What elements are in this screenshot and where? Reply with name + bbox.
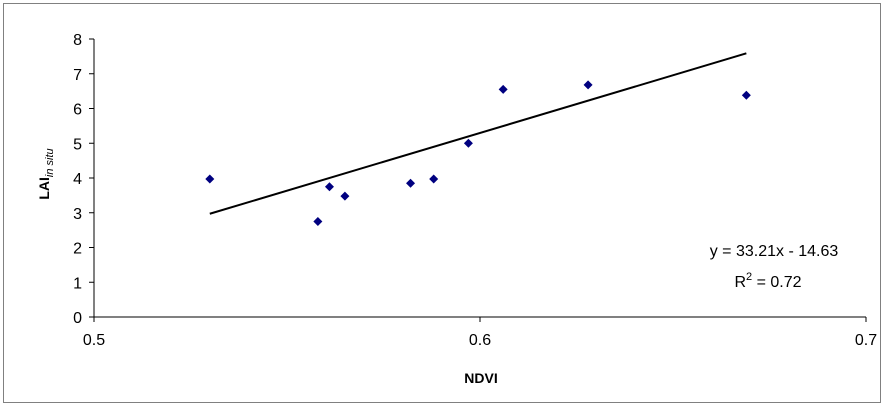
x-tick-label: 0.7 <box>855 332 877 349</box>
y-axis-title-main: LAI <box>36 177 52 200</box>
svg-text:LAIin situ: LAIin situ <box>36 148 56 199</box>
data-point <box>429 174 439 184</box>
scatter-chart: LAIin situ NDVI y = 33.21x - 14.63 R2 = … <box>36 32 877 386</box>
r-squared-label: R2 = 0.72 <box>734 271 801 291</box>
data-point <box>340 191 350 201</box>
y-tick-label: 5 <box>73 136 82 153</box>
data-point <box>741 90 751 100</box>
data-point <box>498 84 508 94</box>
y-tick-label: 6 <box>73 102 82 119</box>
data-point <box>463 138 473 148</box>
trendline <box>209 52 747 215</box>
data-point <box>406 178 416 188</box>
chart-frame: LAIin situ NDVI y = 33.21x - 14.63 R2 = … <box>3 3 881 403</box>
y-tick-label: 8 <box>73 32 82 49</box>
data-point <box>324 182 334 192</box>
trendline-label: y = 33.21x - 14.63 R2 = 0.72 <box>710 243 839 291</box>
r-squared-prefix: R <box>734 274 746 291</box>
trendline-equation: y = 33.21x - 14.63 <box>710 243 839 260</box>
y-tick-label: 1 <box>73 275 82 292</box>
y-tick-label: 3 <box>73 206 82 223</box>
x-tick-label: 0.6 <box>469 332 491 349</box>
data-point <box>583 80 593 90</box>
y-axis-title-subscript: in situ <box>44 148 56 177</box>
y-tick-label: 2 <box>73 241 82 258</box>
r-squared-value: = 0.72 <box>752 274 801 291</box>
y-axis-title: LAIin situ <box>36 148 56 199</box>
data-point <box>205 174 215 184</box>
y-tick-label: 4 <box>73 171 82 188</box>
x-tick-label: 0.5 <box>83 332 105 349</box>
r-squared-superscript: 2 <box>746 271 752 283</box>
data-point <box>313 216 323 226</box>
y-tick-label: 0 <box>73 310 82 327</box>
y-tick-label: 7 <box>73 67 82 84</box>
x-axis-title: NDVI <box>464 370 497 386</box>
